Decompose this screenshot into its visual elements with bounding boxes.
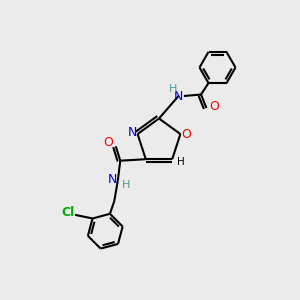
Text: Cl: Cl xyxy=(61,206,74,219)
Text: N: N xyxy=(108,173,117,186)
Text: H: H xyxy=(122,180,130,190)
Text: N: N xyxy=(128,126,137,139)
Text: H: H xyxy=(177,157,184,166)
Text: H: H xyxy=(169,84,177,94)
Text: N: N xyxy=(174,90,183,103)
Text: O: O xyxy=(103,136,113,149)
Text: O: O xyxy=(181,128,191,140)
Text: O: O xyxy=(209,100,219,113)
